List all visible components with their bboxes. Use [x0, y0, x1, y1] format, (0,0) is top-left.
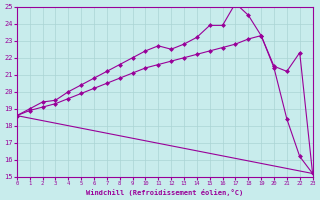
X-axis label: Windchill (Refroidissement éolien,°C): Windchill (Refroidissement éolien,°C)	[86, 189, 243, 196]
